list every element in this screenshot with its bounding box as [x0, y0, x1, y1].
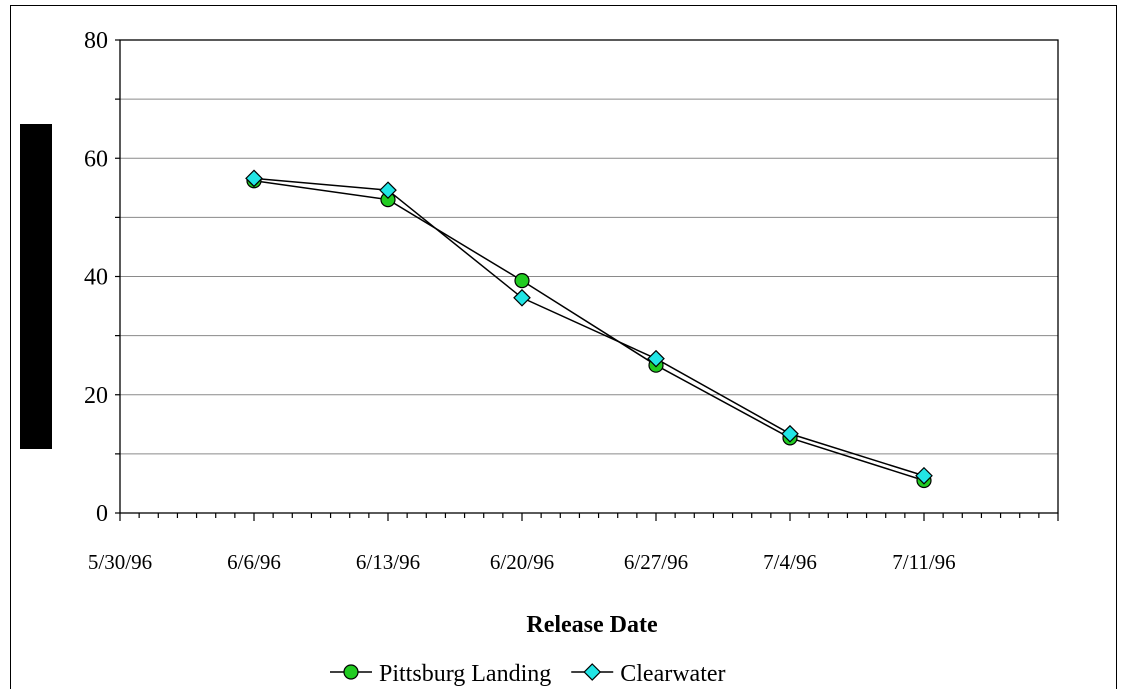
- data-point: [781, 424, 799, 443]
- legend-label: Clearwater: [620, 661, 725, 687]
- data-point: [915, 466, 933, 485]
- x-tick-label: 6/20/96: [490, 550, 554, 574]
- y-tick-label: 60: [84, 146, 108, 172]
- series-lines: [253, 177, 925, 482]
- series-line-1: [253, 179, 925, 482]
- y-tick-label: 0: [96, 501, 108, 527]
- x-tick-labels: 5/30/96 6/6/96 6/13/96 6/20/96 6/27/96 7/4/96…: [88, 550, 956, 574]
- x-tick-label: 7/11/96: [892, 550, 955, 574]
- y-tick-label: 20: [84, 383, 108, 409]
- gridlines: [120, 98, 1058, 455]
- data-point: [514, 273, 530, 289]
- x-tick-label: 6/6/96: [227, 550, 281, 574]
- axes: [115, 39, 1059, 521]
- x-tick-label: 7/4/96: [763, 550, 817, 574]
- data-point: [379, 181, 397, 200]
- redaction-bar: [20, 124, 52, 449]
- x-tick-label: 6/13/96: [356, 550, 420, 574]
- data-point: [647, 349, 665, 368]
- legend-marker: [583, 663, 602, 681]
- y-tick-label: 80: [84, 28, 108, 54]
- x-axis-label: Release Date: [526, 612, 658, 638]
- data-point: [513, 288, 531, 307]
- legend-label: Pittsburg Landing: [379, 661, 551, 687]
- data-point: [245, 169, 263, 188]
- y-tick-labels: 0 20 40 60 80: [84, 28, 108, 527]
- series-line-2: [253, 177, 925, 477]
- legend-marker: [343, 664, 359, 680]
- chart-frame: [10, 5, 1117, 689]
- y-tick-label: 40: [84, 265, 108, 291]
- legend: Pittsburg Landing Clearwater: [330, 661, 726, 687]
- series-markers: [245, 169, 933, 489]
- x-tick-label: 5/30/96: [88, 550, 152, 574]
- x-tick-label: 6/27/96: [624, 550, 688, 574]
